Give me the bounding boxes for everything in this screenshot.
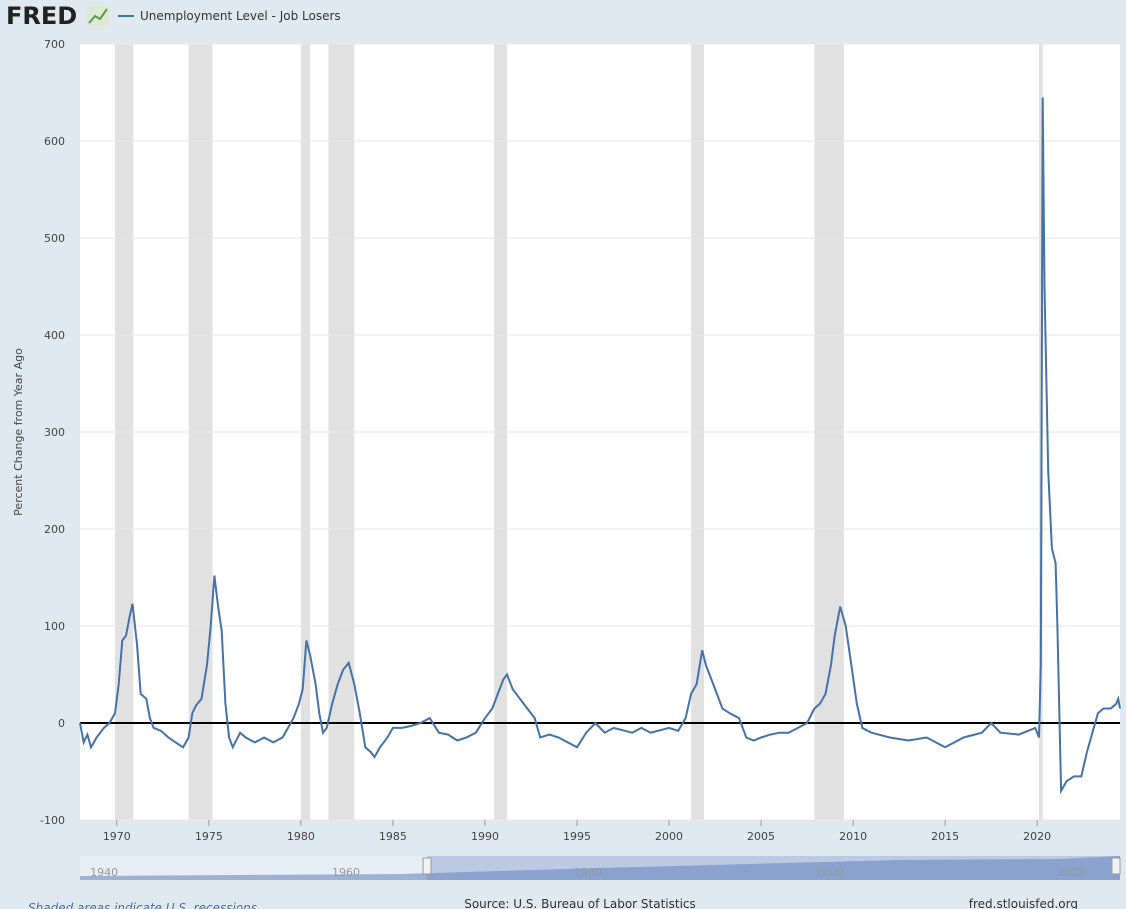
y-tick-label: 300 (44, 426, 65, 439)
site: fred.stlouisfed.org (969, 897, 1078, 909)
fred-logo: FRED (6, 2, 77, 30)
x-tick-label: 1985 (379, 830, 407, 843)
navigator-handle[interactable] (422, 857, 432, 875)
y-tick-label: -100 (40, 814, 65, 827)
series-line (79, 97, 1121, 795)
x-tick-label: 2010 (839, 830, 867, 843)
y-tick-label: 100 (44, 620, 65, 633)
source: Source: U.S. Bureau of Labor Statistics (464, 897, 696, 909)
navigator-tick-label: 1940 (90, 866, 118, 879)
x-tick-label: 1975 (195, 830, 223, 843)
legend-label: Unemployment Level - Job Losers (140, 9, 341, 23)
navigator-selection (427, 856, 1120, 880)
navigator-tick-label: 2020 (1058, 866, 1086, 879)
x-tick-label: 1995 (563, 830, 591, 843)
navigator-tick-label: 2000 (816, 866, 844, 879)
logo-icon-line (88, 8, 108, 24)
y-tick-label: 400 (44, 329, 65, 342)
x-tick-label: 1990 (471, 830, 499, 843)
navigator-handle[interactable] (1111, 857, 1121, 875)
recession-note: Shaded areas indicate U.S. recessions (28, 901, 257, 909)
x-tick-label: 2005 (747, 830, 775, 843)
x-tick-label: 1970 (103, 830, 131, 843)
x-tick-label: 2000 (655, 830, 683, 843)
x-tick-label: 1980 (287, 830, 315, 843)
x-tick-label: 2020 (1023, 830, 1051, 843)
navigator-tick-label: 1980 (574, 866, 602, 879)
navigator-tick-label: 1960 (332, 866, 360, 879)
y-tick-label: 700 (44, 38, 65, 51)
y-tick-label: 200 (44, 523, 65, 536)
y-tick-label: 500 (44, 232, 65, 245)
y-tick-label: 600 (44, 135, 65, 148)
x-tick-label: 2015 (931, 830, 959, 843)
navigator-area (80, 856, 1120, 880)
y-axis-label: Percent Change from Year Ago (12, 348, 25, 516)
y-tick-label: 0 (58, 717, 65, 730)
logo-icon (87, 6, 109, 26)
